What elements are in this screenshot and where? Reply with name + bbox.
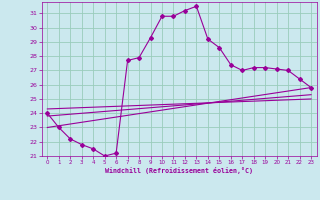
- X-axis label: Windchill (Refroidissement éolien,°C): Windchill (Refroidissement éolien,°C): [105, 167, 253, 174]
